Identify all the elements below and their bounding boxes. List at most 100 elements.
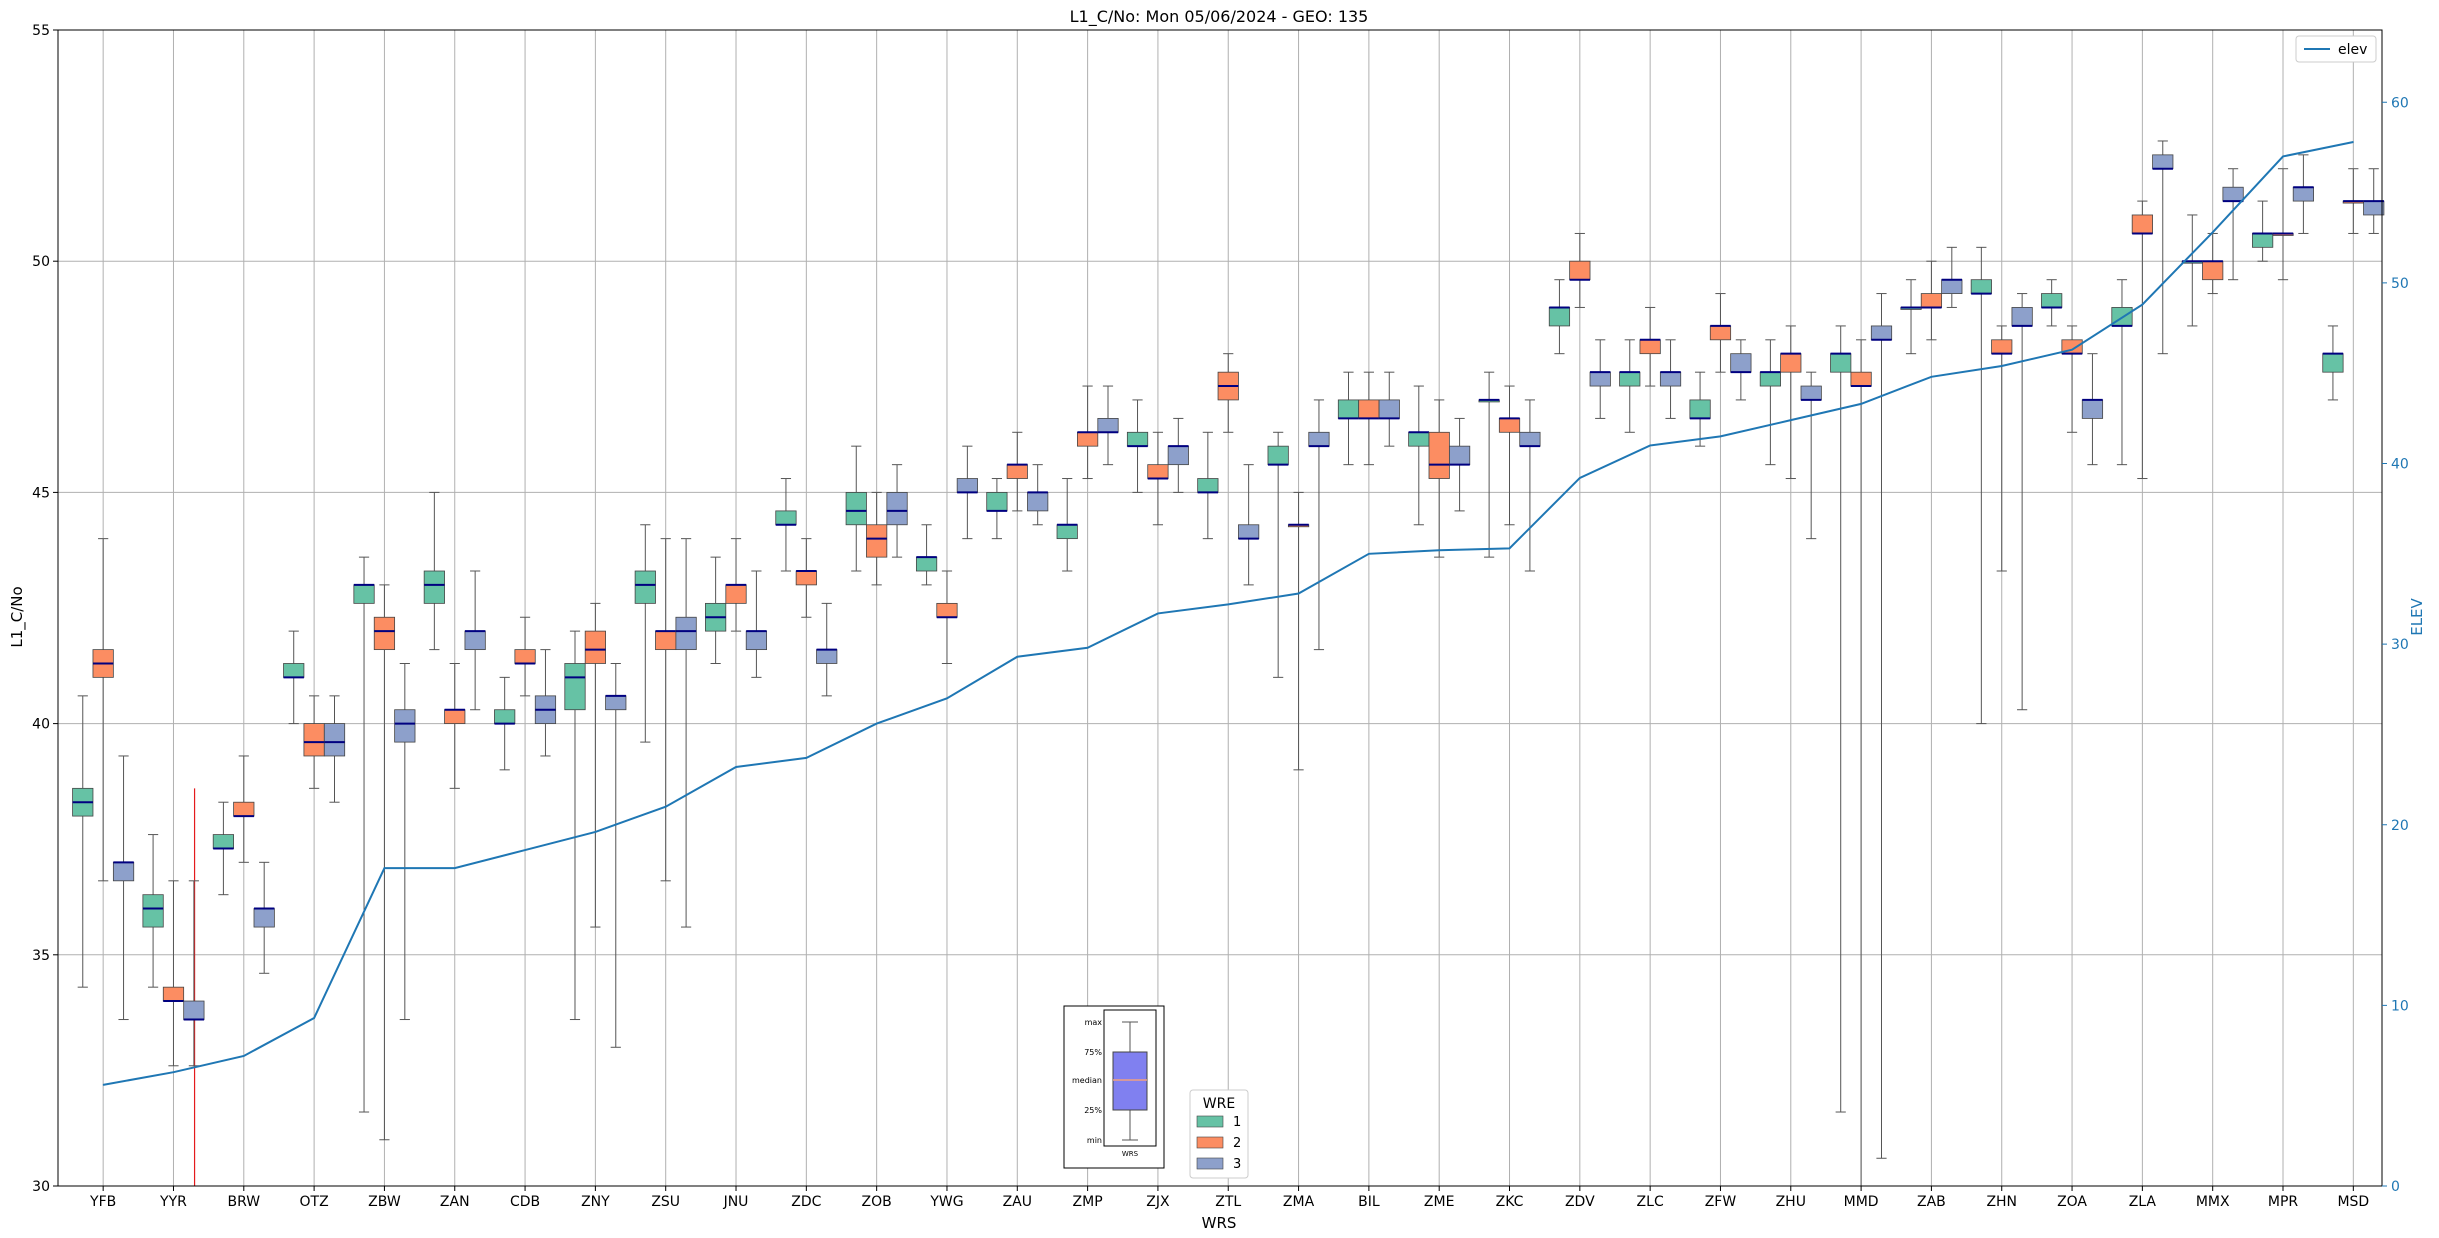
box-body	[2202, 260, 2224, 281]
wre-legend-box	[1189, 1089, 1249, 1179]
box-body	[1337, 399, 1360, 419]
box-1-BIL	[1337, 371, 1360, 466]
chart-title: L1_C/No: Mon 05/06/2024 - GEO: 135	[1070, 7, 1369, 27]
box-body	[2041, 293, 2063, 308]
box-2-ZBW	[373, 584, 396, 1141]
wre-legend-label: 3	[1233, 1157, 1241, 1172]
x-tick-label: ZKC	[1496, 1194, 1524, 1210]
box-body	[564, 663, 586, 711]
box-1-MMD	[1830, 325, 1852, 1113]
box-body	[1759, 371, 1781, 387]
box-2-ZNY	[584, 602, 606, 928]
box-body	[1147, 464, 1169, 479]
box-body	[1709, 325, 1732, 341]
x-tick-label: ZOB	[862, 1194, 892, 1210]
elevation-point	[2282, 155, 2284, 157]
box-body	[1970, 279, 1992, 294]
y2-tick-label: 10	[2391, 998, 2409, 1014]
x-tick-label: ZFW	[1705, 1194, 1737, 1210]
x-tick-label: ZMA	[1283, 1194, 1315, 1210]
box-body	[936, 602, 958, 618]
box-3-ZME	[1448, 417, 1471, 512]
y2-tick-label: 50	[2391, 276, 2409, 292]
x-tick-label: ZNY	[581, 1194, 610, 1210]
box-body	[233, 801, 255, 817]
box-body	[1800, 385, 1822, 401]
elevation-point	[1649, 444, 1651, 446]
box-1-ZJX	[1126, 399, 1149, 493]
elevation-point	[524, 849, 526, 851]
elevation-point	[1930, 376, 1932, 378]
box-body	[1689, 399, 1711, 419]
elevation-point	[172, 1071, 174, 1073]
x-tick-label: OTZ	[300, 1194, 329, 1210]
y2-axis-label: ELEV	[2408, 597, 2426, 635]
box-body	[183, 1000, 205, 1020]
box-2-ZAU	[1006, 431, 1028, 512]
box-2-ZJX	[1147, 431, 1169, 526]
box-body	[162, 986, 185, 1002]
box-body	[1920, 293, 1943, 308]
y2-tick-label: 40	[2391, 457, 2409, 473]
x-tick-label: CDB	[510, 1194, 540, 1210]
box-body	[1589, 371, 1611, 387]
x-tick-label: ZAU	[1003, 1194, 1032, 1210]
box-body	[605, 695, 627, 711]
box-3-ZLA	[2152, 140, 2174, 355]
box-1-YFB	[72, 695, 94, 988]
x-tick-label: ZOA	[2057, 1194, 2087, 1210]
box-1-MMX	[2181, 214, 2203, 327]
box-1-ZOB	[845, 445, 867, 572]
elevation-point	[383, 867, 385, 869]
x-tick-label: MMD	[1844, 1194, 1879, 1210]
boxplot-key-label: min	[1087, 1136, 1102, 1145]
box-1-ZHN	[1970, 246, 1992, 725]
box-1-ZHU	[1759, 339, 1781, 466]
box-body	[956, 478, 978, 493]
box-body	[775, 510, 797, 526]
elevation-point	[2212, 231, 2214, 233]
x-tick-label: ZME	[1424, 1194, 1455, 1210]
box-body	[1077, 431, 1099, 447]
box-2-ZLA	[2131, 200, 2153, 480]
box-2-YYR	[162, 880, 185, 1067]
box-2-MMD	[1850, 339, 1872, 1187]
elevation-point	[876, 723, 878, 725]
elevation-point	[946, 697, 948, 699]
box-3-ZAN	[464, 570, 486, 711]
elevation-point	[2141, 304, 2143, 306]
box-body	[1548, 307, 1571, 327]
box-body	[986, 491, 1008, 512]
box-2-ZKC	[1498, 385, 1521, 526]
x-tick-label: MSD	[2337, 1194, 2369, 1210]
elevation-point	[1860, 403, 1862, 405]
y-tick-label: 35	[32, 948, 50, 964]
box-body	[634, 570, 656, 604]
box-body	[142, 894, 164, 928]
box-body	[1308, 431, 1330, 447]
box-1-ZSU	[634, 524, 656, 743]
y2-tick-label: 20	[2391, 818, 2409, 834]
box-3-ZKC	[1519, 399, 1541, 572]
box-body	[494, 709, 516, 725]
box-3-ZFW	[1730, 339, 1752, 401]
box-body	[1659, 371, 1682, 387]
elevation-point	[243, 1055, 245, 1057]
y2-tick-label: 0	[2391, 1179, 2400, 1195]
box-body	[2322, 353, 2344, 373]
box-body	[112, 861, 135, 882]
box-body	[1197, 478, 1219, 493]
x-tick-label: ZTL	[1215, 1194, 1241, 1210]
box-3-JNU	[745, 570, 768, 678]
box-2-ZMP	[1077, 385, 1099, 480]
x-tick-label: BIL	[1358, 1194, 1380, 1210]
box-2-ZAN	[444, 662, 466, 789]
box-1-YWG	[915, 524, 938, 586]
box-body	[444, 709, 466, 725]
x-tick-label: ZAB	[1917, 1194, 1946, 1210]
box-1-JNU	[705, 556, 727, 664]
box-3-ZDC	[816, 602, 838, 697]
box-body	[655, 630, 677, 651]
x-tick-label: ZHN	[1986, 1194, 2017, 1210]
